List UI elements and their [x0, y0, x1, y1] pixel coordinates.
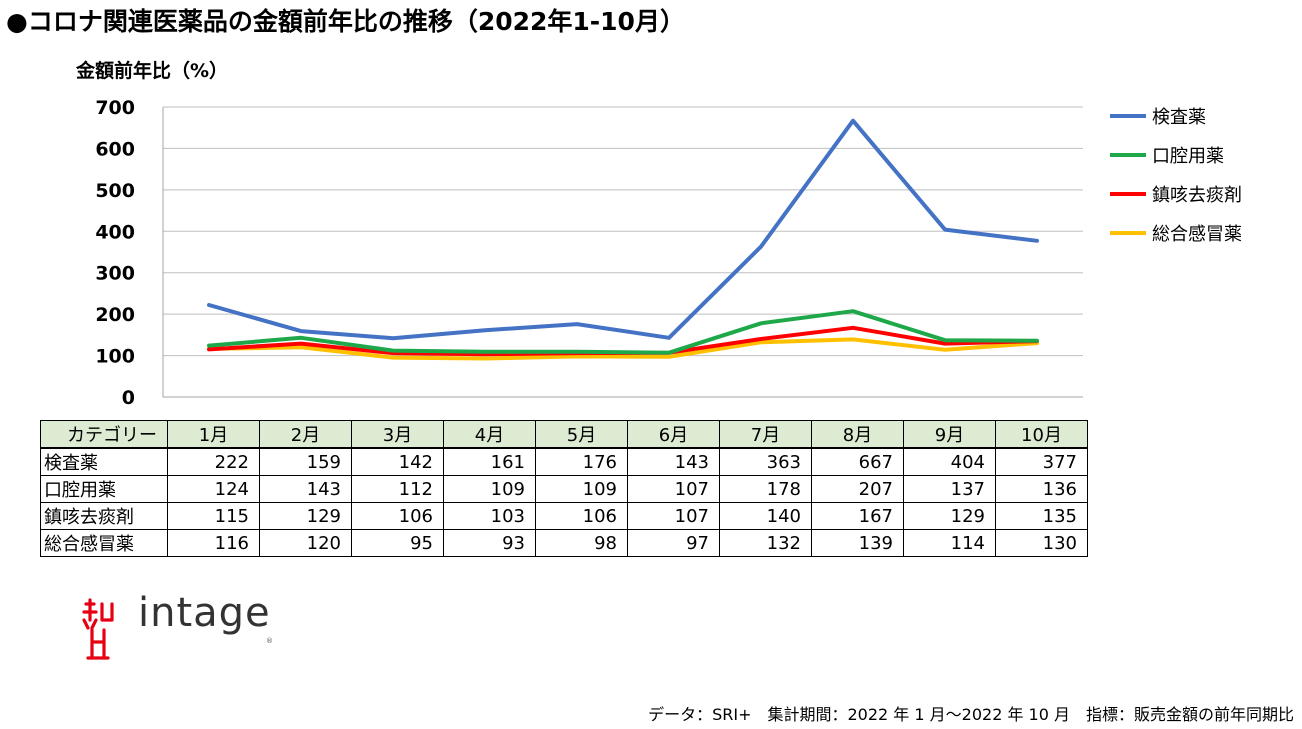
- table-cell: 120: [259, 529, 352, 557]
- series-line: [207, 337, 1039, 361]
- y-tick-label: 200: [95, 304, 135, 326]
- table-header-cell: 5月: [535, 420, 628, 449]
- table-header-cell: 9月: [903, 420, 996, 449]
- table-cell: 109: [443, 475, 536, 503]
- y-tick-label: 600: [95, 138, 135, 160]
- table-header-cell: 8月: [811, 420, 904, 449]
- table-header-cell: 7月: [719, 420, 812, 449]
- table-header-cell: カテゴリー: [40, 420, 168, 449]
- table-row-label: 検査薬: [40, 447, 168, 476]
- table-cell: 404: [903, 447, 996, 476]
- legend-label: 総合感冒薬: [1152, 224, 1242, 245]
- series-lines: [207, 118, 1039, 361]
- logo-wordmark: intage: [138, 590, 271, 636]
- source-note: データ：SRI+ 集計期間：2022 年 1 月～2022 年 10 月 指標：…: [648, 705, 1294, 724]
- legend-label: 鎮咳去痰剤: [1152, 185, 1242, 206]
- table-header-row: カテゴリー 1月 2月 3月 4月 5月 6月 7月 8月 9月 10月: [40, 420, 1088, 449]
- table-cell: 129: [903, 502, 996, 530]
- table-cell: 106: [535, 502, 628, 530]
- table-cell: 124: [167, 475, 260, 503]
- table-row-label: 口腔用薬: [40, 475, 168, 503]
- legend-label: 検査薬: [1152, 107, 1206, 128]
- table-cell: 116: [167, 529, 260, 557]
- table-cell: 140: [719, 502, 812, 530]
- table-cell: 142: [351, 447, 444, 476]
- table-cell: 222: [167, 447, 260, 476]
- intage-logo-icon: [82, 598, 114, 660]
- table-cell: 667: [811, 447, 904, 476]
- table-cell: 130: [995, 529, 1088, 557]
- table-cell: 178: [719, 475, 812, 503]
- table-cell: 132: [719, 529, 812, 557]
- y-tick-labels: 0 100 200 300 400 500 600 700: [95, 97, 135, 409]
- y-tick-label: 700: [95, 97, 135, 119]
- y-tick-label: 300: [95, 263, 135, 285]
- table-row-label: 総合感冒薬: [40, 529, 168, 557]
- table-row: 総合感冒薬 116 120 95 93 98 97 132 139 114 130: [40, 529, 1088, 557]
- y-axis-title: 金額前年比（%）: [76, 60, 229, 82]
- table-cell: 176: [535, 447, 628, 476]
- table-cell: 98: [535, 529, 628, 557]
- table-header-cell: 1月: [167, 420, 260, 449]
- table-row: 鎮咳去痰剤 115 129 106 103 106 107 140 167 129 135: [40, 502, 1088, 530]
- table-cell: 107: [627, 475, 720, 503]
- table-cell: 161: [443, 447, 536, 476]
- table-cell: 139: [811, 529, 904, 557]
- table-cell: 159: [259, 447, 352, 476]
- table-header-cell: 6月: [627, 420, 720, 449]
- table-row-label: 鎮咳去痰剤: [40, 502, 168, 530]
- data-table: カテゴリー 1月 2月 3月 4月 5月 6月 7月 8月 9月 10月 検査薬 222 159 142 1…: [40, 420, 1088, 557]
- table-cell: 136: [995, 475, 1088, 503]
- series-line: [207, 309, 1039, 355]
- y-tick-label: 400: [95, 221, 135, 243]
- table-header-cell: 10月: [995, 420, 1088, 449]
- table-cell: 207: [811, 475, 904, 503]
- table-cell: 103: [443, 502, 536, 530]
- table-cell: 167: [811, 502, 904, 530]
- table-cell: 95: [351, 529, 444, 557]
- table-row: 検査薬 222 159 142 161 176 143 363 667 404 377: [40, 447, 1088, 476]
- table-cell: 143: [627, 447, 720, 476]
- table-cell: 363: [719, 447, 812, 476]
- y-tick-label: 0: [122, 387, 135, 409]
- table-cell: 143: [259, 475, 352, 503]
- table-cell: 109: [535, 475, 628, 503]
- table-cell: 112: [351, 475, 444, 503]
- table-header-cell: 2月: [259, 420, 352, 449]
- table-header-cell: 4月: [443, 420, 536, 449]
- table-cell: 97: [627, 529, 720, 557]
- table-cell: 135: [995, 502, 1088, 530]
- y-tick-label: 100: [95, 346, 135, 368]
- table-cell: 107: [627, 502, 720, 530]
- table-row: 口腔用薬 124 143 112 109 109 107 178 207 137 136: [40, 475, 1088, 503]
- table-cell: 137: [903, 475, 996, 503]
- table-cell: 114: [903, 529, 996, 557]
- table-cell: 129: [259, 502, 352, 530]
- intage-logo: intage ®: [80, 590, 276, 666]
- table-body: 検査薬 222 159 142 161 176 143 363 667 404 377 口腔用薬 124…: [40, 447, 1088, 557]
- page-title: ●コロナ関連医薬品の金額前年比の推移（2022年1-10月）: [6, 7, 685, 36]
- registered-mark: ®: [266, 637, 273, 645]
- y-tick-label: 500: [95, 180, 135, 202]
- table-cell: 106: [351, 502, 444, 530]
- table-header-cell: 3月: [351, 420, 444, 449]
- table-cell: 115: [167, 502, 260, 530]
- legend-label: 口腔用薬: [1152, 146, 1224, 167]
- table-cell: 93: [443, 529, 536, 557]
- series-line: [207, 118, 1039, 341]
- table-cell: 377: [995, 447, 1088, 476]
